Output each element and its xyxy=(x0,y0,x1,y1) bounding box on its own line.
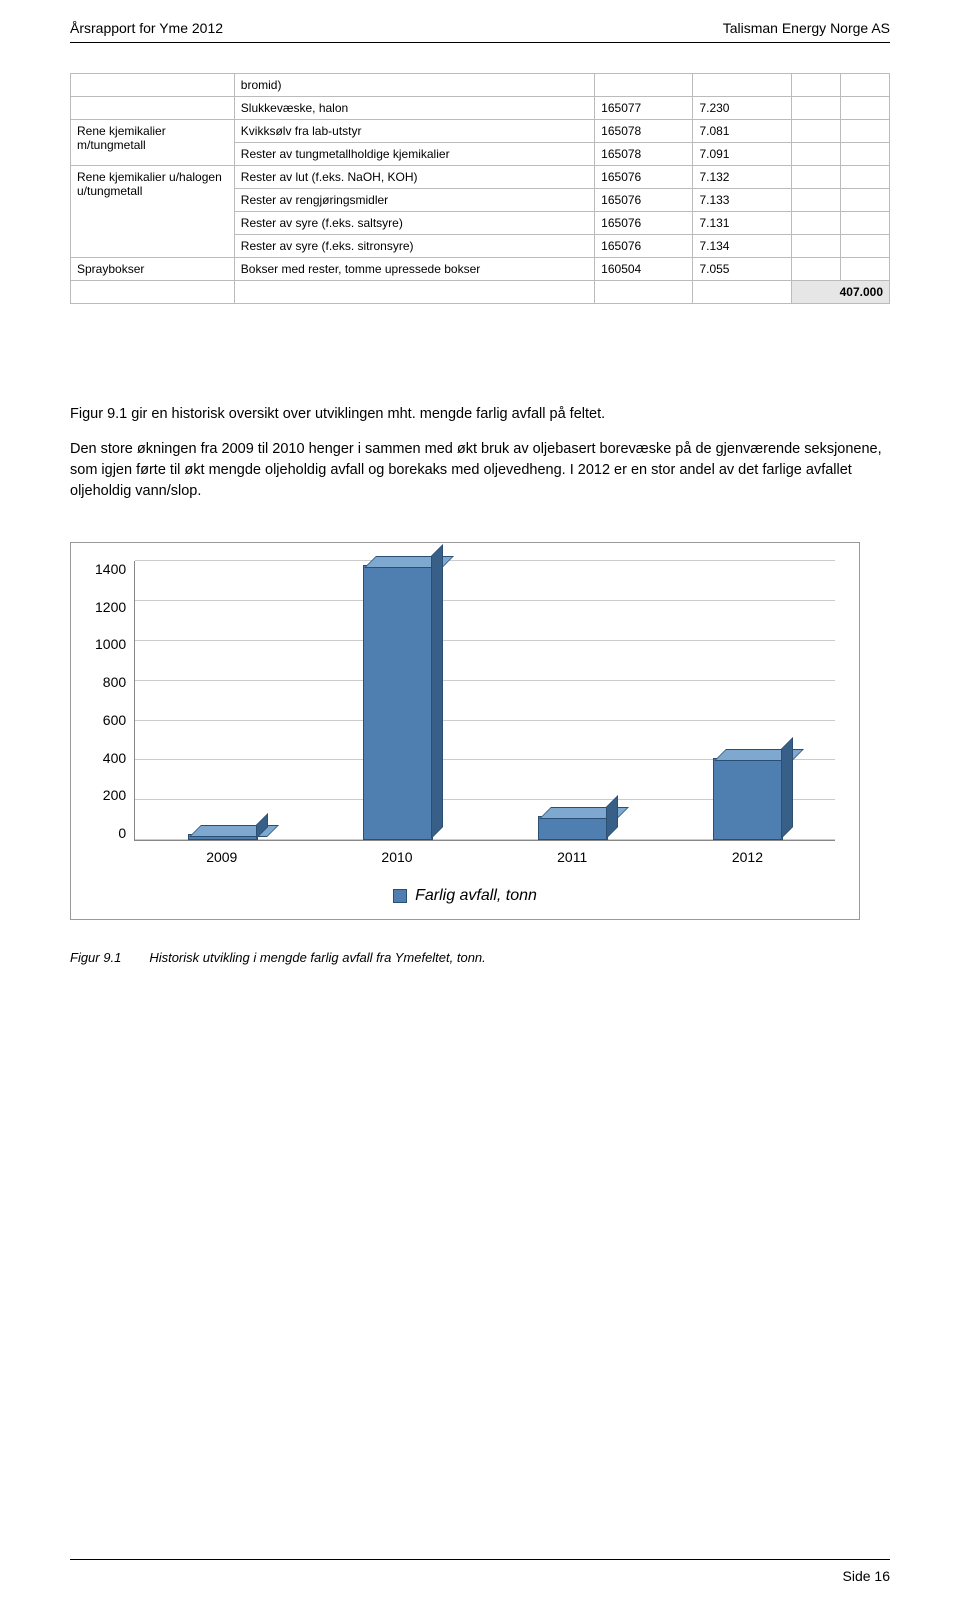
y-tick-label: 1000 xyxy=(95,636,126,652)
cell: Bokser med rester, tomme upressede bokse… xyxy=(234,258,594,281)
cell: Rester av syre (f.eks. saltsyre) xyxy=(234,212,594,235)
gridline xyxy=(135,640,835,641)
chart-y-axis: 1400 1200 1000 800 600 400 200 0 xyxy=(95,561,134,841)
x-tick-label: 2010 xyxy=(309,849,484,865)
cell xyxy=(791,120,840,143)
chart-bar xyxy=(188,834,258,840)
cell: Kvikksølv fra lab-utstyr xyxy=(234,120,594,143)
chart-bar xyxy=(363,565,433,840)
y-tick-label: 0 xyxy=(118,825,126,841)
cell: 7.131 xyxy=(693,212,791,235)
cell xyxy=(840,235,889,258)
cell xyxy=(595,74,693,97)
chart-x-axis: 2009201020112012 xyxy=(134,841,835,865)
chart-container: 1400 1200 1000 800 600 400 200 0 20092010201120… xyxy=(70,542,860,920)
header-right: Talisman Energy Norge AS xyxy=(723,20,890,36)
gridline xyxy=(135,680,835,681)
page-number: Side 16 xyxy=(843,1568,890,1584)
cell xyxy=(840,74,889,97)
cell-category xyxy=(71,97,235,120)
table-row: Rene kjemikalier u/halogen u/tungmetallR… xyxy=(71,166,890,189)
table-row: Rene kjemikalier m/tungmetallKvikksølv f… xyxy=(71,120,890,143)
cell: 160504 xyxy=(595,258,693,281)
cell xyxy=(840,189,889,212)
cell xyxy=(840,143,889,166)
cell xyxy=(791,212,840,235)
cell: Rester av tungmetallholdige kjemikalier xyxy=(234,143,594,166)
cell xyxy=(791,166,840,189)
chart-legend: Farlig avfall, tonn xyxy=(95,887,835,905)
page-footer: Side 16 xyxy=(843,1568,890,1584)
legend-swatch-icon xyxy=(393,889,407,903)
table-row: Slukkevæske, halon1650777.230 xyxy=(71,97,890,120)
cell: 165076 xyxy=(595,235,693,258)
cell: Rester av lut (f.eks. NaOH, KOH) xyxy=(234,166,594,189)
cell: 165078 xyxy=(595,120,693,143)
cell: 7.055 xyxy=(693,258,791,281)
cell-category: Rene kjemikalier m/tungmetall xyxy=(71,120,235,166)
cell xyxy=(693,74,791,97)
gridline xyxy=(135,560,835,561)
table-row: bromid) xyxy=(71,74,890,97)
waste-table: bromid)Slukkevæske, halon1650777.230Rene… xyxy=(70,73,890,304)
cell: 7.081 xyxy=(693,120,791,143)
y-tick-label: 600 xyxy=(103,712,126,728)
cell xyxy=(840,258,889,281)
cell xyxy=(791,189,840,212)
cell-category xyxy=(71,74,235,97)
paragraph-1: Figur 9.1 gir en historisk oversikt over… xyxy=(70,404,890,425)
y-tick-label: 800 xyxy=(103,674,126,690)
cell: 7.132 xyxy=(693,166,791,189)
chart-bar xyxy=(538,816,608,840)
cell xyxy=(840,120,889,143)
x-tick-label: 2009 xyxy=(134,849,309,865)
legend-label: Farlig avfall, tonn xyxy=(415,887,537,905)
footer-rule xyxy=(70,1559,890,1560)
cell: 165077 xyxy=(595,97,693,120)
cell xyxy=(840,97,889,120)
gridline xyxy=(135,600,835,601)
cell xyxy=(791,258,840,281)
figure-text: Historisk utvikling i mengde farlig avfa… xyxy=(149,950,485,965)
cell: Slukkevæske, halon xyxy=(234,97,594,120)
cell: 7.230 xyxy=(693,97,791,120)
cell xyxy=(840,212,889,235)
y-tick-label: 1400 xyxy=(95,561,126,577)
y-tick-label: 1200 xyxy=(95,599,126,615)
cell xyxy=(840,166,889,189)
header-rule xyxy=(70,42,890,43)
chart-bar xyxy=(713,758,783,840)
cell: 165076 xyxy=(595,166,693,189)
cell xyxy=(791,235,840,258)
cell: 7.133 xyxy=(693,189,791,212)
cell: 165076 xyxy=(595,212,693,235)
table-total-row: 407.000 xyxy=(71,281,890,304)
figure-label: Figur 9.1 xyxy=(70,950,121,965)
figure-caption: Figur 9.1 Historisk utvikling i mengde f… xyxy=(70,950,890,965)
gridline xyxy=(135,720,835,721)
paragraph-2: Den store økningen fra 2009 til 2010 hen… xyxy=(70,439,890,502)
cell xyxy=(791,143,840,166)
header-left: Årsrapport for Yme 2012 xyxy=(70,20,223,36)
x-tick-label: 2012 xyxy=(660,849,835,865)
cell xyxy=(791,97,840,120)
cell: 165076 xyxy=(595,189,693,212)
cell: Rester av syre (f.eks. sitronsyre) xyxy=(234,235,594,258)
y-tick-label: 200 xyxy=(103,787,126,803)
total-value: 407.000 xyxy=(791,281,889,304)
cell: 7.091 xyxy=(693,143,791,166)
table-row: SpraybokserBokser med rester, tomme upre… xyxy=(71,258,890,281)
x-tick-label: 2011 xyxy=(485,849,660,865)
cell: 165078 xyxy=(595,143,693,166)
page-header: Årsrapport for Yme 2012 Talisman Energy … xyxy=(0,0,960,42)
cell: 7.134 xyxy=(693,235,791,258)
cell: Rester av rengjøringsmidler xyxy=(234,189,594,212)
body-text: Figur 9.1 gir en historisk oversikt over… xyxy=(70,404,890,502)
cell xyxy=(791,74,840,97)
y-tick-label: 400 xyxy=(103,750,126,766)
cell-category: Rene kjemikalier u/halogen u/tungmetall xyxy=(71,166,235,258)
chart-plot xyxy=(134,561,835,841)
cell: bromid) xyxy=(234,74,594,97)
cell-category: Spraybokser xyxy=(71,258,235,281)
